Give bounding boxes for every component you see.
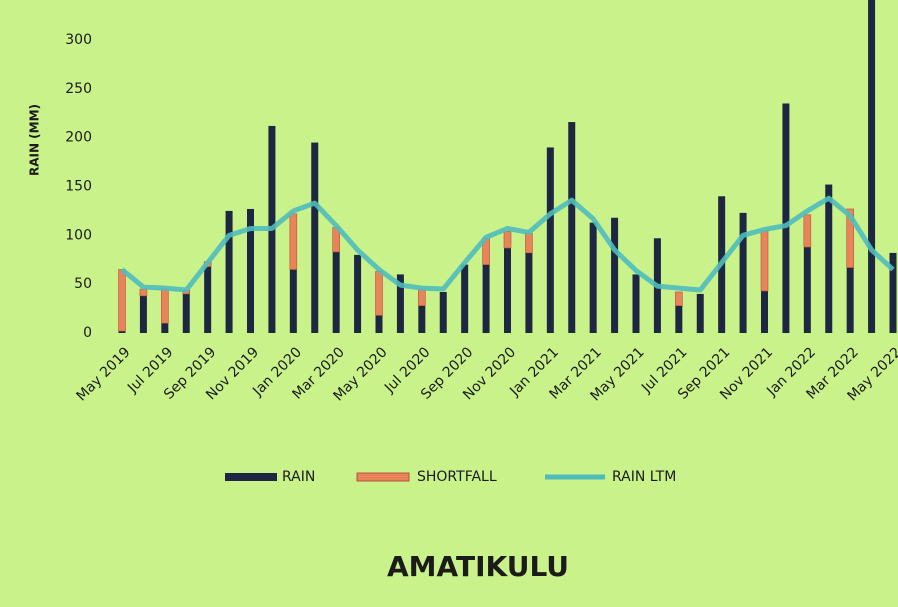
legend-swatch [225, 473, 277, 481]
bar-segment [289, 213, 298, 270]
bar-segment [118, 269, 126, 332]
bar-segment [803, 214, 812, 248]
legend-label: SHORTFALL [417, 469, 497, 485]
bar-segment [589, 222, 597, 333]
bar-segment [204, 266, 212, 333]
bar-segment [525, 233, 533, 254]
bar-segment [525, 252, 533, 333]
bar-segment [354, 254, 362, 333]
ltm-line [120, 195, 895, 293]
y-tick-label: 300 [65, 32, 92, 48]
bar-segment [482, 264, 490, 333]
bar-segment [761, 291, 768, 333]
bar-segment [504, 248, 511, 333]
y-tick-label: 150 [65, 179, 92, 195]
bar-segment [118, 331, 126, 333]
bar-segment [418, 288, 426, 306]
y-tick-label: 100 [65, 227, 92, 243]
bar-segment [225, 210, 233, 333]
bar-segment [247, 208, 254, 333]
y-axis-label: RAIN (MM) [28, 104, 42, 176]
y-tick-label: 200 [65, 130, 92, 146]
bar-segment [139, 288, 148, 297]
bar-segment [418, 305, 426, 333]
bar-segment [868, 0, 876, 334]
bar-segment [182, 293, 190, 333]
bar-segment [461, 264, 469, 333]
bar-segment [139, 295, 147, 333]
bar-segment [611, 217, 619, 333]
legend-label: RAIN [282, 469, 315, 485]
bar-segment [632, 274, 640, 333]
bar-segment [503, 231, 512, 249]
y-tick-label: 50 [74, 276, 92, 292]
bar-segment [375, 271, 383, 316]
bar-segment [696, 293, 704, 333]
bar-segment [289, 269, 297, 333]
bar-segment [375, 315, 383, 333]
bar-segment [161, 323, 169, 333]
legend-swatch [356, 472, 410, 482]
bar-segment [782, 103, 790, 333]
bar-segment [760, 230, 769, 292]
x-tick-label: May 2019 [74, 344, 134, 404]
y-tick-label: 250 [65, 81, 92, 97]
legend-label: RAIN LTM [612, 469, 676, 485]
bar-segment [675, 305, 683, 333]
bar-segment [396, 274, 404, 333]
plot-area [118, 0, 897, 334]
bar-segment [846, 208, 854, 268]
chart-title: AMATIKULU [387, 550, 569, 583]
bar-segment [846, 267, 854, 333]
bar-segment [739, 212, 747, 333]
bar-segment [332, 251, 340, 333]
bar-segment [825, 184, 833, 333]
bar-segment [439, 291, 447, 333]
bar-segment [546, 147, 554, 333]
bar-segment [568, 122, 576, 333]
y-tick-label: 0 [83, 325, 92, 341]
bar-segment [161, 288, 169, 324]
bar-segment [889, 252, 897, 333]
bar-segment [675, 291, 683, 306]
bar-segment [803, 247, 811, 333]
bar-segment [311, 142, 319, 333]
